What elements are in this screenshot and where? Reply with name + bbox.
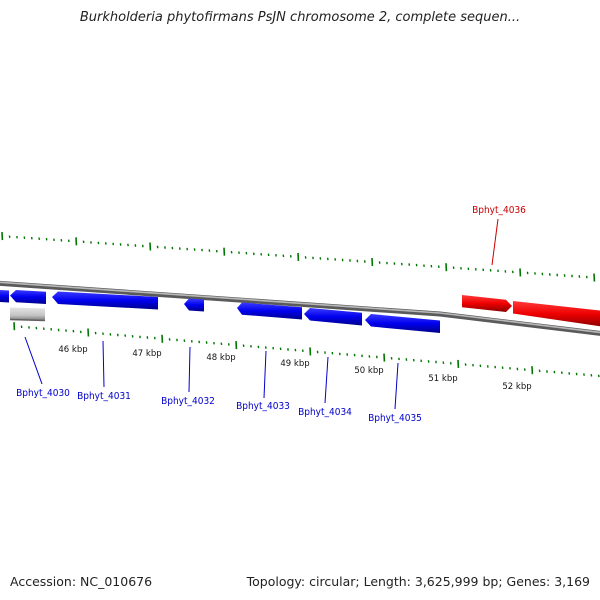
scale-labels: 46 kbp 47 kbp 48 kbp 49 kbp 50 kbp 51 kb… [58,345,531,392]
scale-label-48kbp: 48 kbp [206,353,235,363]
gene-bphyt-4033[interactable] [237,302,302,320]
gene-bphyt-4037[interactable] [513,301,600,327]
gene-bphyt-4032[interactable] [184,298,204,312]
outer-tick-ring [1,232,596,282]
gene-leader-line-red [491,218,499,266]
topology-text: Topology: circular; Length: 3,625,999 bp… [246,574,590,589]
chromosome-backbone-highlight [0,281,600,334]
gene-labels: Bphyt_4030 Bphyt_4031 Bphyt_4032 Bphyt_4… [16,205,526,424]
gene-label-bphyt-4032[interactable]: Bphyt_4032 [161,396,215,407]
scale-label-47kbp: 47 kbp [132,349,161,359]
map-title: Burkholderia phytofirmans PsJN chromosom… [79,10,521,25]
gene-label-bphyt-4035[interactable]: Bphyt_4035 [368,413,422,424]
gene-bphyt-4030[interactable] [10,290,46,304]
gene-bphyt-4029[interactable] [0,290,9,303]
gene-leader-lines [24,336,399,410]
gene-bphyt-4036[interactable] [462,295,512,312]
gene-bphyt-4031[interactable] [52,291,158,310]
scale-label-50kbp: 50 kbp [354,366,383,376]
gene-label-bphyt-4031[interactable]: Bphyt_4031 [77,391,131,402]
rna-gene[interactable] [9,307,46,322]
gene-label-bphyt-4033[interactable]: Bphyt_4033 [236,401,290,412]
gene-bphyt-4034[interactable] [304,308,362,326]
accession-text: Accession: NC_010676 [10,574,153,589]
chromosome-backbone [0,280,600,336]
scale-label-51kbp: 51 kbp [428,374,457,384]
scale-label-49kbp: 49 kbp [280,359,309,369]
scale-label-46kbp: 46 kbp [58,345,87,355]
scale-label-52kbp: 52 kbp [502,382,531,392]
gene-label-bphyt-4034[interactable]: Bphyt_4034 [298,407,352,418]
gene-label-bphyt-4036[interactable]: Bphyt_4036 [472,205,526,216]
gene-bphyt-4035[interactable] [365,314,440,333]
inner-tick-ring [13,322,600,378]
gene-label-bphyt-4030[interactable]: Bphyt_4030 [16,388,70,399]
